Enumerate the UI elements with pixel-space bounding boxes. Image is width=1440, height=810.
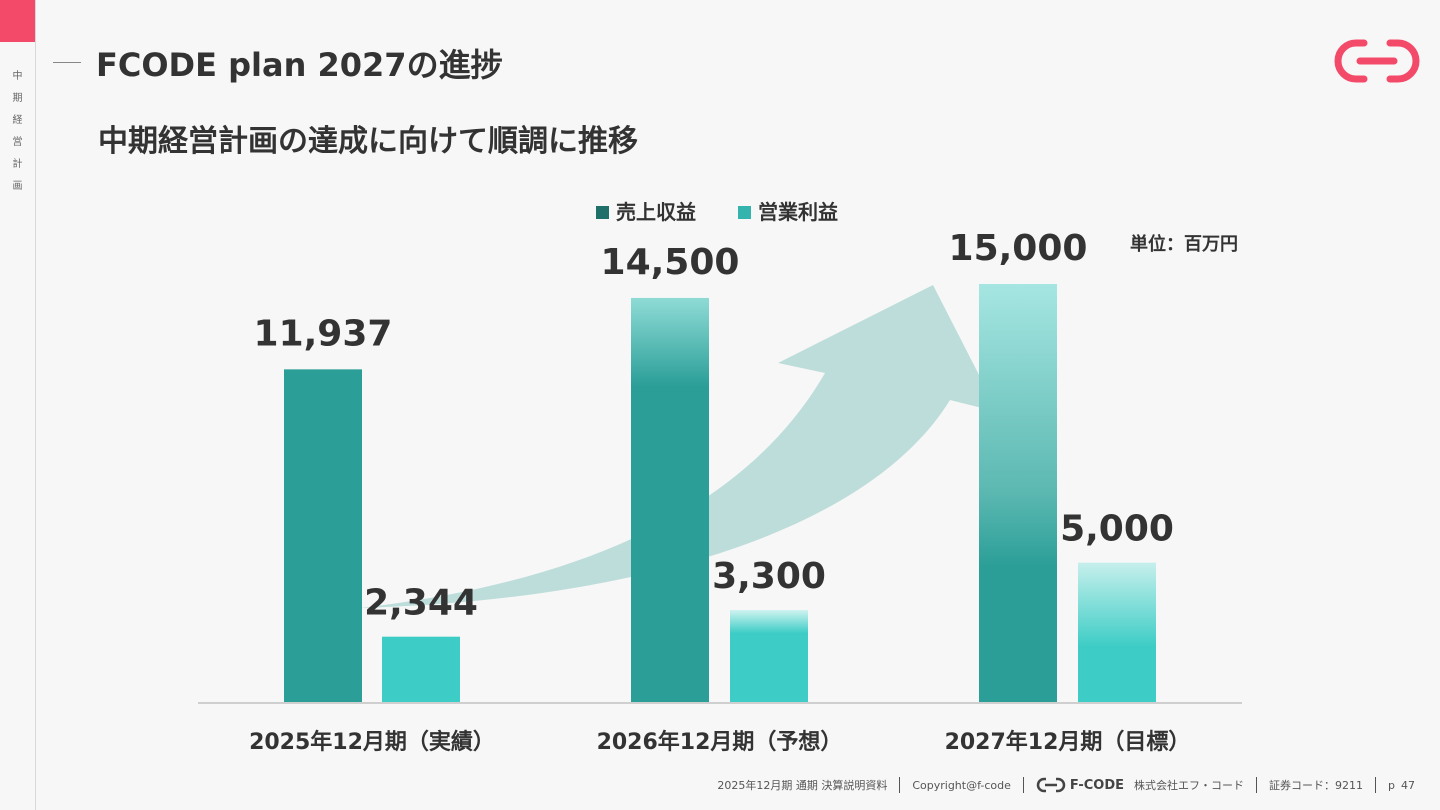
value-label-profit: 5,000 xyxy=(1060,509,1174,550)
value-label-profit: 2,344 xyxy=(364,583,478,624)
footer-page-prefix: p xyxy=(1388,778,1395,792)
x-tick-label: 2027年12月期（目標） xyxy=(945,729,1191,755)
value-label-profit: 3,300 xyxy=(712,556,826,597)
bar-revenue xyxy=(979,284,1057,702)
footer: 2025年12月期 通期 決算説明資料 Copyright@f-code F-C… xyxy=(717,777,1415,793)
growth-arrow xyxy=(360,285,998,608)
legend-label-revenue: 売上収益 xyxy=(616,200,696,224)
bar-profit xyxy=(382,636,460,702)
footer-divider xyxy=(1375,777,1377,793)
page-subtitle: 中期経営計画の達成に向けて順調に推移 xyxy=(98,124,638,159)
footer-page-number: 47 xyxy=(1401,778,1415,792)
footer-document: 2025年12月期 通期 決算説明資料 xyxy=(717,779,888,792)
unit-label: 単位：百万円 xyxy=(1130,233,1238,255)
fcode-mini-logo-icon xyxy=(1036,777,1066,793)
value-label-revenue: 15,000 xyxy=(949,228,1088,269)
legend-swatch-profit xyxy=(738,206,751,219)
x-tick-label: 2025年12月期（実績） xyxy=(249,729,495,755)
legend-label-profit: 営業利益 xyxy=(758,200,838,224)
bar-profit xyxy=(1078,562,1156,702)
footer-brand: F-CODE xyxy=(1069,777,1125,793)
bar-revenue xyxy=(284,369,362,702)
footer-stock-code: 証券コード：9211 xyxy=(1269,779,1364,792)
bar-revenue xyxy=(631,297,709,702)
sidebar: 中期経営計画 xyxy=(0,0,36,810)
footer-divider xyxy=(899,777,901,793)
title-dash xyxy=(53,62,81,63)
value-label-revenue: 14,500 xyxy=(601,242,740,283)
sidebar-accent-block xyxy=(0,0,35,42)
page-title: FCODE plan 2027の進捗 xyxy=(96,46,503,84)
sidebar-section-label: 中期経営計画 xyxy=(12,71,23,192)
x-tick-label: 2026年12月期（予想） xyxy=(597,729,843,755)
footer-copyright: Copyright@f-code xyxy=(912,778,1011,792)
bar-profit xyxy=(730,610,808,702)
footer-divider xyxy=(1022,777,1024,793)
fcode-logo-icon xyxy=(1334,39,1420,83)
footer-divider xyxy=(1256,777,1258,793)
legend-swatch-revenue xyxy=(596,206,609,219)
value-label-revenue: 11,937 xyxy=(254,313,393,354)
footer-company: 株式会社エフ・コード xyxy=(1134,779,1245,792)
